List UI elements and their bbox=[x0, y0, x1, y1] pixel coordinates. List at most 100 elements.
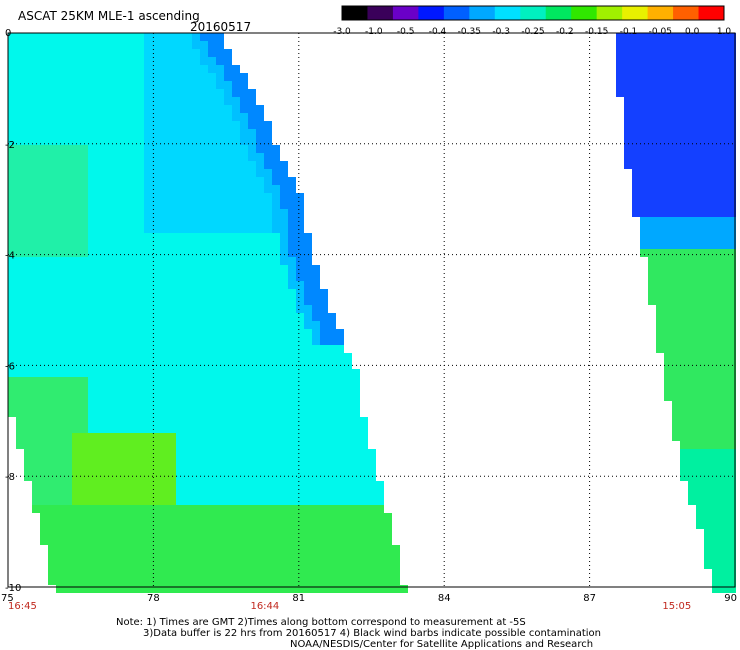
swath-cell bbox=[88, 561, 96, 569]
swath-cell bbox=[728, 345, 736, 353]
swath-cell bbox=[112, 257, 120, 265]
swath-cell bbox=[80, 337, 88, 345]
x-tick-label: 90 bbox=[724, 593, 737, 604]
swath-cell bbox=[616, 41, 624, 49]
swath-cell bbox=[112, 249, 120, 257]
swath-cell bbox=[16, 97, 24, 105]
swath-cell bbox=[104, 137, 112, 145]
swath-cell bbox=[104, 225, 112, 233]
swath-cell bbox=[176, 345, 184, 353]
swath-cell bbox=[232, 449, 240, 457]
swath-cell bbox=[160, 441, 168, 449]
swath-cell bbox=[264, 505, 272, 513]
swath-cell bbox=[248, 153, 256, 161]
swath-cell bbox=[312, 353, 320, 361]
swath-cell bbox=[256, 193, 264, 201]
swath-cell bbox=[208, 65, 216, 73]
swath-cell bbox=[664, 217, 672, 225]
swath-cell bbox=[112, 201, 120, 209]
swath-cell bbox=[184, 153, 192, 161]
swath-cell bbox=[240, 561, 248, 569]
swath-cell bbox=[208, 481, 216, 489]
swath-cell bbox=[680, 241, 688, 249]
swath-cell bbox=[112, 41, 120, 49]
swath-cell bbox=[168, 289, 176, 297]
swath-cell bbox=[720, 153, 728, 161]
swath-cell bbox=[168, 185, 176, 193]
swath-cell bbox=[80, 257, 88, 265]
swath-cell bbox=[656, 105, 664, 113]
swath-cell bbox=[272, 497, 280, 505]
swath-cell bbox=[248, 201, 256, 209]
swath-cell bbox=[32, 281, 40, 289]
swath-cell bbox=[216, 193, 224, 201]
swath-cell bbox=[336, 489, 344, 497]
swath-cell bbox=[312, 433, 320, 441]
swath-cell bbox=[368, 577, 376, 585]
swath-cell bbox=[40, 65, 48, 73]
swath-cell bbox=[688, 409, 696, 417]
swath-cell bbox=[32, 481, 40, 489]
swath-cell bbox=[248, 409, 256, 417]
swath-cell bbox=[248, 505, 256, 513]
swath-cell bbox=[208, 161, 216, 169]
swath-cell bbox=[304, 561, 312, 569]
swath-cell bbox=[240, 177, 248, 185]
swath-cell bbox=[352, 441, 360, 449]
swath-cell bbox=[160, 57, 168, 65]
swath-cell bbox=[176, 49, 184, 57]
swath-cell bbox=[704, 481, 712, 489]
swath-cell bbox=[360, 497, 368, 505]
swath-cell bbox=[184, 233, 192, 241]
swath-cell bbox=[144, 433, 152, 441]
swath-cell bbox=[696, 337, 704, 345]
swath-cell bbox=[184, 57, 192, 65]
swath-cell bbox=[120, 449, 128, 457]
swath-cell bbox=[40, 257, 48, 265]
swath-cell bbox=[664, 273, 672, 281]
swath-cell bbox=[120, 169, 128, 177]
swath-cell bbox=[264, 393, 272, 401]
swath-cell bbox=[232, 473, 240, 481]
swath-cell bbox=[224, 305, 232, 313]
swath-cell bbox=[136, 161, 144, 169]
swath-cell bbox=[264, 257, 272, 265]
swath-cell bbox=[56, 281, 64, 289]
swath-cell bbox=[304, 545, 312, 553]
swath-cell bbox=[320, 409, 328, 417]
swath-cell bbox=[72, 129, 80, 137]
swath-cell bbox=[88, 409, 96, 417]
swath-cell bbox=[120, 353, 128, 361]
swath-cell bbox=[648, 209, 656, 217]
swath-cell bbox=[240, 273, 248, 281]
swath-cell bbox=[176, 465, 184, 473]
swath-cell bbox=[120, 233, 128, 241]
swath-cell bbox=[104, 329, 112, 337]
swath-cell bbox=[64, 457, 72, 465]
swath-cell bbox=[248, 297, 256, 305]
swath-cell bbox=[656, 337, 664, 345]
swath-cell bbox=[680, 297, 688, 305]
swath-cell bbox=[40, 465, 48, 473]
swath-cell bbox=[192, 337, 200, 345]
swath-cell bbox=[696, 473, 704, 481]
swath-cell bbox=[184, 481, 192, 489]
swath-cell bbox=[72, 273, 80, 281]
swath-cell bbox=[136, 113, 144, 121]
swath-cell bbox=[176, 313, 184, 321]
swath-cell bbox=[232, 553, 240, 561]
swath-cell bbox=[208, 129, 216, 137]
swath-cell bbox=[328, 489, 336, 497]
swath-cell bbox=[728, 553, 736, 561]
swath-cell bbox=[192, 377, 200, 385]
swath-cell bbox=[328, 369, 336, 377]
swath-cell bbox=[696, 57, 704, 65]
swath-cell bbox=[232, 169, 240, 177]
swath-cell bbox=[72, 569, 80, 577]
colorbar-label: -0.2 bbox=[556, 27, 574, 37]
swath-cell bbox=[184, 449, 192, 457]
swath-cell bbox=[48, 137, 56, 145]
swath-cell bbox=[728, 441, 736, 449]
swath-cell bbox=[200, 105, 208, 113]
swath-cell bbox=[680, 281, 688, 289]
